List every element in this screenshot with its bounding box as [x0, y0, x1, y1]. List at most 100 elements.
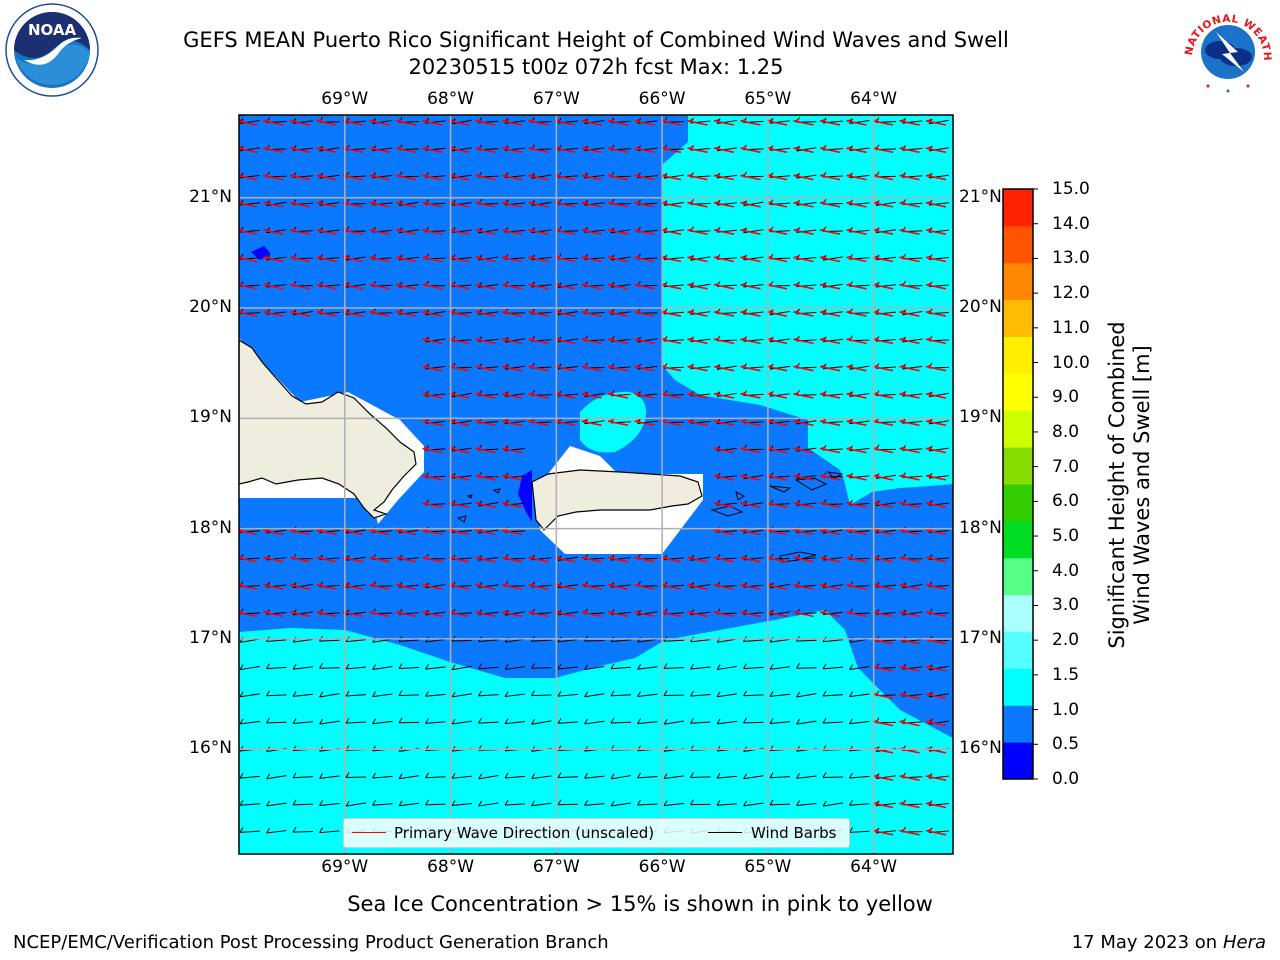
- wind-barb: [452, 119, 472, 125]
- wind-barb: [637, 803, 658, 806]
- wind-barb: [796, 720, 817, 725]
- wind-barb: [239, 775, 261, 779]
- lon-tick-bottom-3: 66°W: [638, 857, 686, 877]
- wave-direction-arrowhead: [422, 419, 428, 424]
- wind-barb: [584, 665, 605, 671]
- wind-barb: [452, 665, 472, 671]
- wave-direction-arrowhead: [793, 118, 799, 123]
- wave-direction-arrowhead: [740, 173, 746, 178]
- wave-direction-arrowhead: [899, 774, 905, 779]
- wind-barb-flag: [398, 773, 403, 779]
- wave-direction-arrowhead: [528, 173, 534, 178]
- wave-direction-arrowhead: [634, 309, 640, 314]
- wind-barb: [240, 693, 260, 698]
- wind-barb-flag: [531, 719, 536, 725]
- wave-direction-arrowhead: [263, 582, 269, 587]
- wind-barb-flag: [266, 773, 271, 780]
- wave-direction-arrowhead: [289, 582, 295, 587]
- wave-field-0.0-0.5-west-pr: [518, 470, 532, 522]
- wave-direction-arrowhead: [660, 255, 666, 260]
- colorbar-segment-5: [1003, 557, 1033, 596]
- wind-barb-flag: [239, 772, 244, 779]
- wind-barb: [610, 639, 632, 643]
- wave-direction-arrowhead: [634, 282, 640, 287]
- wave-direction-arrowhead: [581, 173, 587, 178]
- wind-barb: [637, 338, 658, 343]
- wind-barb: [372, 120, 393, 124]
- wave-direction-arrowhead: [925, 173, 931, 178]
- wave-direction-arrowhead: [687, 582, 693, 587]
- wind-barb: [240, 119, 260, 125]
- wind-barb-flag: [398, 663, 403, 669]
- wind-barb: [531, 694, 552, 697]
- wind-barb: [796, 693, 817, 698]
- wave-direction-arrowhead: [846, 309, 852, 314]
- wave-direction-arrowhead: [448, 337, 454, 342]
- wave-direction-arrowhead: [528, 610, 534, 615]
- nws-logo: NATIONAL WEATHER SERVICE: [1178, 2, 1275, 99]
- wind-barb: [584, 775, 605, 779]
- wind-barb-flag: [663, 800, 668, 806]
- wind-barb: [663, 639, 685, 642]
- wave-direction-arrowhead: [819, 501, 825, 506]
- colorbar-tick-label-7: 8.0: [1052, 421, 1080, 442]
- wave-direction-arrowhead: [872, 610, 878, 615]
- wave-direction-arrowhead: [872, 664, 878, 669]
- wave-direction-arrowhead: [501, 255, 507, 260]
- wind-barb: [584, 147, 605, 152]
- wave-direction-arrowhead: [819, 228, 825, 233]
- wave-direction-arrowhead: [925, 364, 931, 369]
- wave-direction-arrowhead: [660, 337, 666, 342]
- wind-barb-flag: [372, 637, 377, 643]
- wave-direction-arrowhead: [925, 692, 931, 697]
- colorbar-label-line-1: Significant Height of Combined: [1105, 321, 1129, 649]
- wind-barb: [346, 256, 366, 261]
- wave-direction-arrowhead: [316, 309, 322, 314]
- wind-barb: [690, 283, 711, 288]
- wave-direction-arrowhead: [925, 582, 931, 587]
- wind-barb-flag: [319, 718, 324, 725]
- wave-direction-arrowhead: [819, 391, 825, 396]
- lon-tick-top-4: 65°W: [744, 89, 792, 109]
- wave-direction-arrowhead: [554, 582, 560, 587]
- wave-direction-arrowhead: [448, 200, 454, 205]
- wave-direction-arrowhead: [501, 337, 507, 342]
- wind-barb: [505, 338, 525, 343]
- wave-direction-arrowhead: [607, 309, 613, 314]
- wind-barb-flag: [690, 690, 694, 697]
- wind-barb: [345, 666, 367, 670]
- wave-direction-arrowhead: [289, 282, 295, 287]
- wind-barb-flag: [372, 745, 376, 752]
- wind-barb: [558, 666, 578, 670]
- wave-direction-arrowhead: [899, 255, 905, 260]
- wave-direction-arrowhead: [687, 118, 693, 123]
- wave-direction-arrowhead: [422, 501, 428, 506]
- wave-direction-arrowhead: [554, 555, 560, 560]
- wind-barb: [584, 693, 605, 698]
- wind-barb: [452, 147, 472, 152]
- wind-barb: [293, 310, 313, 316]
- wave-direction-arrowhead: [846, 200, 852, 205]
- wave-direction-arrowhead: [925, 282, 931, 287]
- wind-barb: [823, 256, 843, 261]
- wave-direction-arrowhead: [687, 419, 693, 424]
- wind-barb: [372, 720, 393, 725]
- wave-direction-arrowhead: [475, 228, 481, 233]
- wave-direction-arrowhead: [819, 582, 825, 587]
- wind-barb: [425, 776, 446, 779]
- colorbar-tick-label-11: 4.0: [1052, 560, 1080, 581]
- wave-direction-arrowhead: [713, 255, 719, 260]
- wave-direction-arrowhead: [925, 391, 931, 396]
- wind-barb: [425, 693, 446, 697]
- wave-direction-arrowhead: [687, 255, 693, 260]
- wind-barb-flag: [451, 718, 456, 725]
- wind-barb-flag: [743, 717, 747, 724]
- wave-direction-arrowhead: [289, 118, 295, 123]
- wave-direction-arrowhead: [766, 309, 772, 314]
- wind-and-wave-arrows: [239, 117, 950, 836]
- wave-direction-arrowhead: [554, 309, 560, 314]
- wind-barb-flag: [716, 718, 721, 725]
- wind-barb: [478, 721, 499, 724]
- wind-barb: [239, 830, 261, 833]
- wave-direction-arrowhead: [581, 337, 587, 342]
